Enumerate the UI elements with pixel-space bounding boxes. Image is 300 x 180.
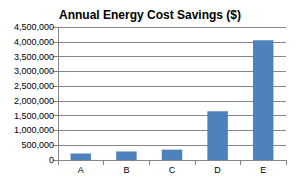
svg-text:2,500,000: 2,500,000 [14, 81, 54, 91]
svg-text:4,000,000: 4,000,000 [14, 37, 54, 47]
svg-text:3,500,000: 3,500,000 [14, 52, 54, 62]
svg-text:E: E [260, 165, 266, 175]
svg-text:D: D [214, 165, 221, 175]
svg-text:4,500,000: 4,500,000 [14, 22, 54, 32]
svg-text:2,000,000: 2,000,000 [14, 96, 54, 106]
svg-text:1,000,000: 1,000,000 [14, 125, 54, 135]
svg-text:0: 0 [49, 155, 54, 165]
svg-text:Annual Energy Cost Savings ($): Annual Energy Cost Savings ($) [59, 8, 241, 22]
svg-text:1,500,000: 1,500,000 [14, 111, 54, 121]
svg-text:C: C [169, 165, 176, 175]
svg-text:B: B [123, 165, 129, 175]
svg-text:500,000: 500,000 [21, 140, 54, 150]
svg-text:3,000,000: 3,000,000 [14, 66, 54, 76]
svg-text:A: A [78, 165, 84, 175]
